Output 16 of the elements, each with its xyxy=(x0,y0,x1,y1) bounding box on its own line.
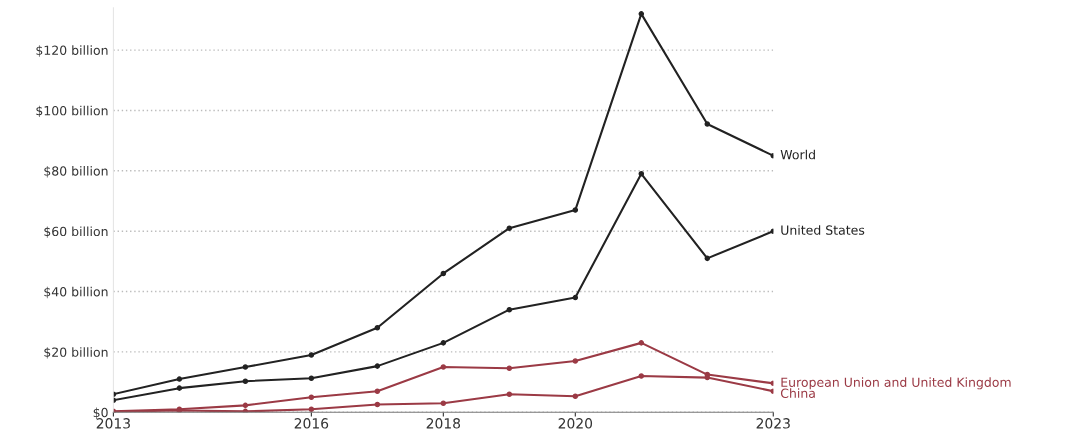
x-tick-label: 2018 xyxy=(426,418,461,429)
series-label: United States xyxy=(781,225,865,235)
series-label: China xyxy=(780,388,815,398)
y-tick-label: $120 billion xyxy=(36,45,108,57)
y-tick-label: $20 billion xyxy=(44,347,108,359)
x-tick-label: 2023 xyxy=(756,418,790,429)
series-label: World xyxy=(780,149,815,160)
x-tick-label: 2016 xyxy=(294,418,329,429)
y-tick-label: $100 billion xyxy=(36,105,108,118)
series-label: European Union and United Kingdom xyxy=(781,377,1011,390)
y-tick-label: $0 xyxy=(93,407,108,419)
y-tick-label: $60 billion xyxy=(44,226,108,238)
y-tick-label: $40 billion xyxy=(44,286,108,299)
x-tick-label: 2013 xyxy=(96,418,130,429)
x-tick-label: 2020 xyxy=(558,418,593,429)
y-tick-label: $80 billion xyxy=(44,166,108,178)
